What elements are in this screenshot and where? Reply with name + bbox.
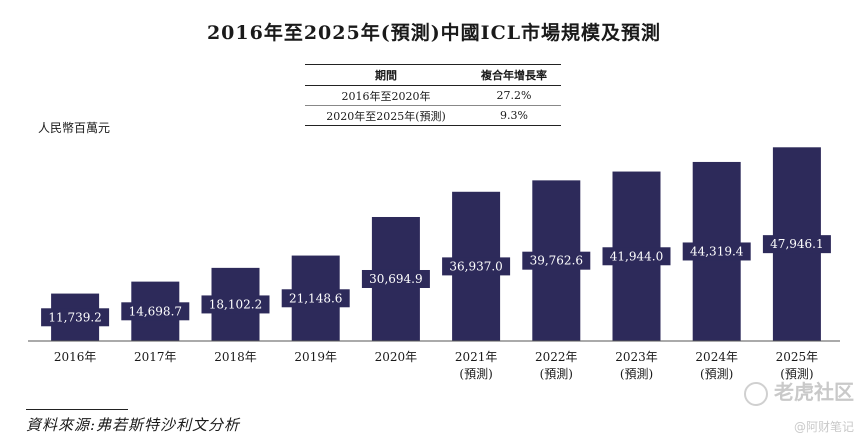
x-tick-sublabel: (預測) [620,367,653,381]
watermark: 老虎社区 @阿财笔记 [744,376,854,435]
x-tick-label: 2024年 [695,350,738,364]
x-tick-sublabel: (預測) [780,367,813,381]
watermark-sub: @阿财笔记 [793,419,854,434]
data-label: 44,319.4 [690,244,744,258]
data-label-box [201,295,270,314]
data-label-box [442,257,511,276]
data-label-box [762,235,831,254]
cagr-table: 期間 複合年增長率 2016年至2020年 27.2% 2020年至2025年(… [305,64,561,126]
x-tick-label: 2022年 [535,350,578,364]
data-label-box [682,242,751,261]
cagr-header-period: 期間 [305,64,468,86]
data-label-box [522,251,591,270]
data-label: 21,148.6 [289,291,342,305]
x-tick-label: 2020年 [375,350,418,364]
source-divider [26,409,128,410]
cagr-rate: 9.3% [467,105,561,126]
x-tick-label: 2023年 [615,350,658,364]
x-tick-sublabel: (預測) [459,367,492,381]
cagr-rate: 27.2% [467,85,561,106]
cagr-period: 2020年至2025年(預測) [305,105,468,126]
x-tick-label: 2016年 [54,350,97,364]
data-label: 30,694.9 [369,272,422,286]
data-label: 11,739.2 [48,310,101,324]
data-label-box [41,308,110,327]
cagr-row: 2020年至2025年(預測) 9.3% [305,105,561,126]
x-tick-sublabel: (預測) [700,367,733,381]
data-label: 39,762.6 [530,254,583,268]
source-note: 資料來源:弗若斯特沙利文分析 [26,416,241,434]
x-tick-label: 2019年 [294,350,337,364]
x-tick-sublabel: (預測) [540,367,573,381]
cagr-period: 2016年至2020年 [305,85,468,106]
watermark-text: 老虎社区 [774,380,854,404]
chart-title: 2016年至2025年(預測)中國ICL市場規模及預測 [206,22,662,44]
x-tick-label: 2017年 [134,350,177,364]
bar-chart: 11,739.2 2016年 14,698.7 2017年 18,102.2 2018年 2… [28,147,840,381]
data-label: 47,946.1 [770,237,823,251]
data-label-box [361,269,430,288]
x-tick-label: 2018年 [214,350,257,364]
cagr-row: 2016年至2020年 27.2% [305,85,561,106]
data-label: 41,944.0 [610,249,663,263]
data-label-box [602,247,671,266]
watermark-main: 老虎社区 [744,376,854,406]
y-axis-unit-label: 人民幣百萬元 [38,121,111,135]
data-label-box [121,302,190,321]
cagr-header-rate: 複合年增長率 [467,64,561,86]
x-tick-label: 2021年 [455,350,498,364]
x-tick-label: 2025年 [776,350,819,364]
data-label: 18,102.2 [209,297,262,311]
data-label: 36,937.0 [449,259,502,273]
watermark-logo-icon [744,381,768,406]
data-label-box [281,289,350,308]
data-label: 14,698.7 [129,304,182,318]
